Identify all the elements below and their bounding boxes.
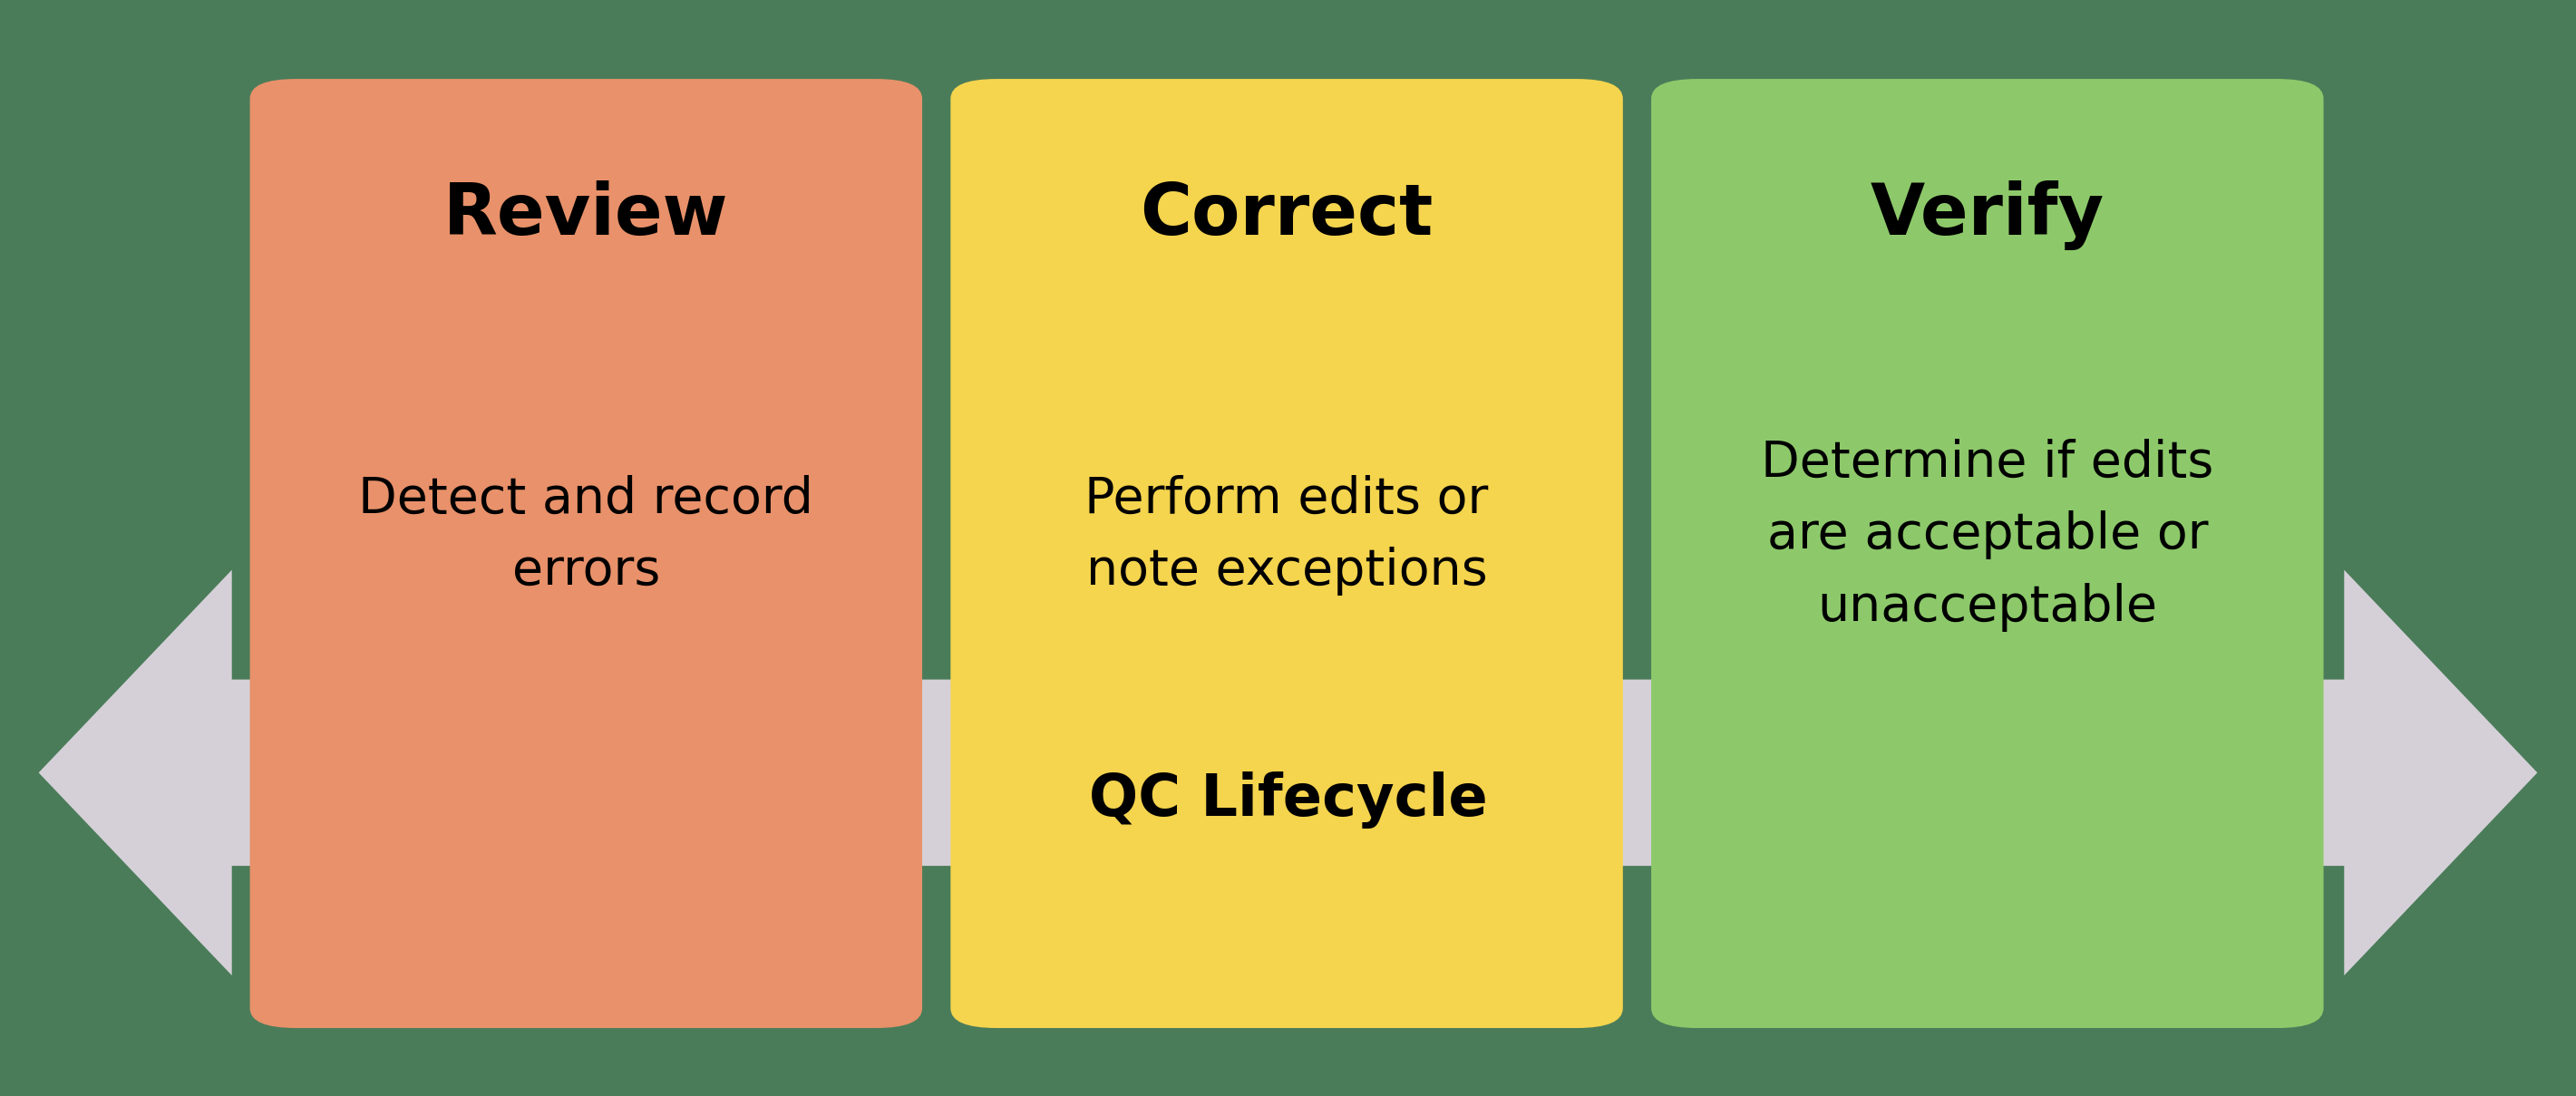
FancyBboxPatch shape — [1651, 79, 2324, 1028]
FancyBboxPatch shape — [951, 79, 1623, 1028]
Polygon shape — [39, 570, 2537, 975]
Text: Detect and record
errors: Detect and record errors — [358, 475, 814, 595]
Text: Determine if edits
are acceptable or
unacceptable: Determine if edits are acceptable or una… — [1762, 439, 2213, 631]
Text: Verify: Verify — [1870, 181, 2105, 251]
FancyBboxPatch shape — [250, 79, 922, 1028]
Text: QC Lifecycle: QC Lifecycle — [1090, 772, 1486, 829]
Text: Perform edits or
note exceptions: Perform edits or note exceptions — [1084, 475, 1489, 595]
Text: Review: Review — [443, 181, 729, 250]
Text: Correct: Correct — [1141, 181, 1432, 250]
